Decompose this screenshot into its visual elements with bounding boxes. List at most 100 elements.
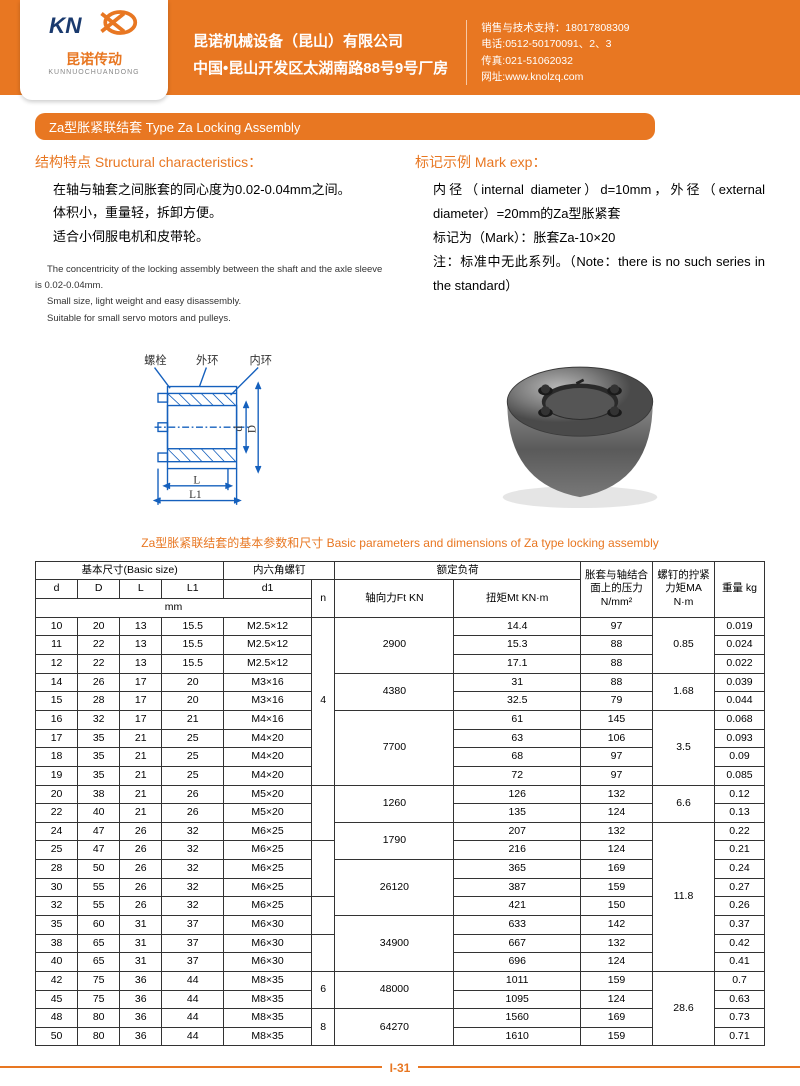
struct-line: 在轴与轴套之间胀套的同心度为0.02-0.04mm之间。 — [53, 178, 385, 201]
cell-D: 55 — [78, 897, 120, 916]
cell-w: 0.044 — [715, 692, 765, 711]
title-bar: Za型胀紧联结套 Type Za Locking Assembly — [35, 113, 655, 140]
cell-d: 42 — [36, 971, 78, 990]
mark-line: 标记为（Mark）：胀套Za-10×20 — [433, 226, 765, 250]
table-row: 10201315.5M2.5×124290014.4970.850.019 — [36, 617, 765, 636]
cell-d: 25 — [36, 841, 78, 860]
label-L1: L1 — [189, 489, 201, 501]
cell-ft: 64270 — [335, 1009, 454, 1046]
cell-mt: 61 — [454, 710, 581, 729]
cell-w: 0.21 — [715, 841, 765, 860]
cell-d1: M2.5×12 — [224, 617, 312, 636]
cell-D: 75 — [78, 990, 120, 1009]
cell-p: 79 — [581, 692, 653, 711]
cell-D: 22 — [78, 655, 120, 674]
company-address: 中国•昆山开发区太湖南路88号9号厂房 — [193, 55, 448, 82]
cell-p: 142 — [581, 915, 653, 934]
cell-mt: 14.4 — [454, 617, 581, 636]
cell-L1: 44 — [162, 1009, 224, 1028]
cell-d1: M5×20 — [224, 804, 312, 823]
cell-p: 97 — [581, 766, 653, 785]
cell-d1: M8×35 — [224, 1009, 312, 1028]
cell-mt: 17.1 — [454, 655, 581, 674]
cell-d: 15 — [36, 692, 78, 711]
cell-L1: 15.5 — [162, 636, 224, 655]
cell-n — [311, 841, 334, 897]
cell-L1: 25 — [162, 766, 224, 785]
table-row: 16321721M4×167700611453.50.068 — [36, 710, 765, 729]
cell-d: 12 — [36, 655, 78, 674]
cell-L: 21 — [120, 729, 162, 748]
cell-p: 132 — [581, 822, 653, 841]
cell-ma: 28.6 — [653, 971, 715, 1046]
cell-d: 11 — [36, 636, 78, 655]
cell-p: 145 — [581, 710, 653, 729]
th-n: n — [311, 580, 334, 617]
cell-L1: 20 — [162, 692, 224, 711]
th-load: 额定负荷 — [335, 561, 581, 580]
cell-n: 6 — [311, 971, 334, 1008]
cell-w: 0.024 — [715, 636, 765, 655]
cell-L: 26 — [120, 822, 162, 841]
technical-drawing-icon: 螺栓 外环 内环 d D L L1 — [120, 352, 310, 516]
cell-mt: 1011 — [454, 971, 581, 990]
cell-mt: 68 — [454, 748, 581, 767]
section-head: 结构特点 Structural characteristics： — [35, 152, 385, 172]
th-mm: mm — [36, 599, 312, 618]
cell-w: 0.27 — [715, 878, 765, 897]
label-bolt: 螺栓 — [144, 353, 166, 367]
cell-w: 0.42 — [715, 934, 765, 953]
header-company: 昆诺机械设备（昆山）有限公司 中国•昆山开发区太湖南路88号9号厂房 — [193, 28, 448, 85]
cell-w: 0.09 — [715, 748, 765, 767]
product-photo-icon — [480, 356, 680, 511]
cell-L1: 21 — [162, 710, 224, 729]
cell-D: 47 — [78, 822, 120, 841]
cell-L1: 32 — [162, 878, 224, 897]
cell-D: 32 — [78, 710, 120, 729]
cell-w: 0.022 — [715, 655, 765, 674]
cell-w: 0.12 — [715, 785, 765, 804]
cell-mt: 1095 — [454, 990, 581, 1009]
company-name: 昆诺机械设备（昆山）有限公司 — [193, 28, 448, 55]
label-inner: 内环 — [250, 353, 272, 367]
cell-d1: M8×35 — [224, 1027, 312, 1046]
th-hex: 内六角螺钉 — [224, 561, 335, 580]
cell-d: 40 — [36, 953, 78, 972]
cell-mt: 365 — [454, 860, 581, 879]
cell-w: 0.019 — [715, 617, 765, 636]
kno-logo-icon: KN — [49, 6, 139, 42]
cell-p: 159 — [581, 1027, 653, 1046]
cell-d1: M2.5×12 — [224, 655, 312, 674]
cell-L: 36 — [120, 1009, 162, 1028]
cell-D: 35 — [78, 729, 120, 748]
struct-line: 体积小，重量轻，拆卸方便。 — [53, 201, 385, 224]
cell-mt: 32.5 — [454, 692, 581, 711]
cell-D: 38 — [78, 785, 120, 804]
cell-ft: 48000 — [335, 971, 454, 1008]
cell-ft: 34900 — [335, 915, 454, 971]
structural-characteristics: 结构特点 Structural characteristics： 在轴与轴套之间… — [35, 152, 385, 327]
cell-d: 38 — [36, 934, 78, 953]
th-ft: 轴向力Ft KN — [335, 580, 454, 617]
cell-D: 47 — [78, 841, 120, 860]
cell-L1: 37 — [162, 915, 224, 934]
cell-w: 0.71 — [715, 1027, 765, 1046]
cell-d: 32 — [36, 897, 78, 916]
cell-mt: 63 — [454, 729, 581, 748]
cell-D: 22 — [78, 636, 120, 655]
cell-L: 13 — [120, 617, 162, 636]
cell-L: 21 — [120, 804, 162, 823]
cell-w: 0.22 — [715, 822, 765, 841]
cell-w: 0.7 — [715, 971, 765, 990]
cell-mt: 31 — [454, 673, 581, 692]
cell-L: 21 — [120, 785, 162, 804]
cell-L: 17 — [120, 673, 162, 692]
cell-L1: 32 — [162, 860, 224, 879]
cell-ft: 7700 — [335, 710, 454, 785]
table-row: 42753644M8×35648000101115928.60.7 — [36, 971, 765, 990]
cell-w: 0.13 — [715, 804, 765, 823]
cell-p: 124 — [581, 953, 653, 972]
cell-d1: M6×25 — [224, 897, 312, 916]
cell-L: 36 — [120, 1027, 162, 1046]
cell-p: 169 — [581, 1009, 653, 1028]
